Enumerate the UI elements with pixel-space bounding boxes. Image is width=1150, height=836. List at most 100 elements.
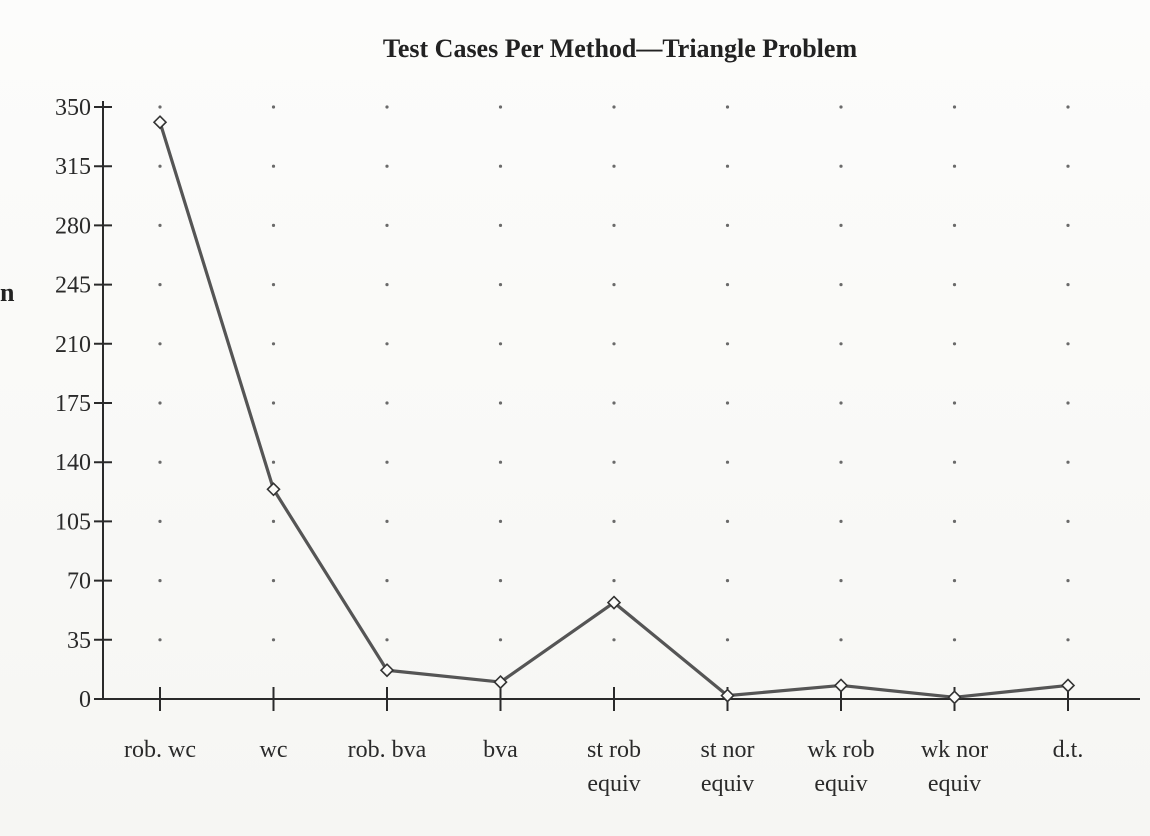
grid-dot bbox=[1066, 223, 1070, 227]
y-tick-label: 350 bbox=[55, 95, 91, 121]
grid-dot bbox=[612, 638, 616, 642]
grid-dot bbox=[725, 638, 730, 642]
grid-dot bbox=[725, 342, 730, 346]
y-tick-label: 315 bbox=[55, 154, 91, 180]
grid-dot bbox=[1066, 164, 1070, 168]
y-tick-label: 0 bbox=[79, 687, 91, 713]
data-point bbox=[606, 595, 622, 610]
grid-dot bbox=[498, 638, 503, 642]
grid-dot bbox=[385, 460, 389, 464]
grid-dot bbox=[385, 223, 389, 227]
grid-dot bbox=[498, 460, 503, 464]
grid-dot bbox=[271, 579, 276, 583]
grid-dot bbox=[612, 401, 616, 405]
grid-dot bbox=[1066, 401, 1070, 405]
grid-dot bbox=[612, 164, 616, 168]
x-tick-label: wk rob bbox=[807, 737, 874, 763]
grid-dot bbox=[725, 283, 730, 287]
cropped-axis-label-fragment: n bbox=[0, 278, 15, 307]
grid-dot bbox=[952, 638, 957, 642]
x-tick-label: d.t. bbox=[1053, 737, 1084, 763]
grid-dot bbox=[1066, 283, 1070, 287]
grid-dot bbox=[271, 164, 276, 168]
data-point bbox=[379, 663, 395, 678]
grid-dot bbox=[952, 105, 957, 109]
grid-dot bbox=[839, 342, 843, 346]
grid-dot bbox=[158, 105, 162, 109]
x-tick-label: equiv bbox=[701, 771, 754, 797]
grid-dot bbox=[1066, 638, 1070, 642]
data-point bbox=[493, 674, 508, 690]
grid-dot bbox=[498, 223, 503, 227]
grid-dot bbox=[952, 342, 957, 346]
grid-dot bbox=[271, 519, 276, 524]
x-tick-label: equiv bbox=[814, 771, 867, 797]
grid-dot bbox=[725, 223, 730, 227]
grid-dot bbox=[271, 283, 276, 287]
grid-dot bbox=[1066, 105, 1070, 109]
y-tick-label: 210 bbox=[55, 332, 91, 358]
grid-dot bbox=[158, 401, 162, 405]
x-tick-label: wk nor bbox=[921, 737, 988, 763]
grid-dot bbox=[385, 105, 389, 109]
grid-dot bbox=[271, 105, 276, 109]
grid-dot bbox=[158, 519, 162, 524]
grid-dot bbox=[1066, 519, 1070, 524]
grid-dot bbox=[612, 223, 616, 227]
grid-dot bbox=[725, 460, 730, 464]
grid-dot bbox=[612, 283, 616, 287]
grid-dot bbox=[725, 519, 730, 524]
grid-dot bbox=[725, 105, 730, 109]
grid-dot bbox=[385, 638, 389, 642]
grid-dot bbox=[498, 401, 503, 405]
grid-dot bbox=[725, 579, 730, 583]
x-tick-label: st nor bbox=[701, 737, 755, 763]
x-tick-label: bva bbox=[483, 737, 518, 763]
grid-dot bbox=[839, 460, 843, 464]
grid-dot bbox=[271, 223, 276, 227]
data-point bbox=[720, 688, 735, 703]
grid-dot bbox=[271, 638, 276, 642]
grid-dot bbox=[952, 164, 957, 168]
grid-dot bbox=[271, 342, 276, 346]
grid-dot bbox=[612, 519, 616, 524]
grid-dot bbox=[612, 105, 616, 109]
grid-dot bbox=[839, 283, 843, 287]
grid-dot bbox=[498, 519, 503, 524]
x-tick-label: rob. bva bbox=[348, 737, 427, 763]
grid-dot bbox=[1066, 579, 1070, 583]
grid-dot bbox=[952, 460, 957, 464]
grid-dot bbox=[1066, 342, 1070, 346]
grid-dot bbox=[498, 283, 503, 287]
grid-dot bbox=[1066, 460, 1070, 464]
grid-dot bbox=[385, 401, 389, 405]
grid-dot bbox=[385, 519, 389, 524]
grid-dot bbox=[725, 401, 730, 405]
y-tick-label: 35 bbox=[67, 628, 91, 654]
grid-dot bbox=[839, 105, 843, 109]
x-tick-label: equiv bbox=[587, 771, 640, 797]
y-tick-label: 140 bbox=[55, 450, 91, 476]
x-tick-label: equiv bbox=[928, 771, 981, 797]
grid-dot bbox=[271, 460, 276, 464]
grid-dot bbox=[158, 283, 162, 287]
grid-dot bbox=[158, 460, 162, 464]
grid-dot bbox=[612, 579, 616, 583]
y-tick-label: 245 bbox=[55, 273, 91, 299]
x-tick-label: wc bbox=[260, 737, 288, 763]
grid-dot bbox=[952, 401, 957, 405]
y-tick-label: 280 bbox=[55, 213, 91, 239]
x-tick-label: st rob bbox=[587, 737, 641, 763]
grid-dot bbox=[158, 579, 162, 583]
y-tick-label: 175 bbox=[55, 391, 91, 417]
grid-dot bbox=[952, 223, 957, 227]
grid-dot bbox=[952, 579, 957, 583]
data-point bbox=[266, 482, 281, 497]
grid-dot bbox=[158, 638, 162, 642]
grid-dot bbox=[952, 519, 957, 524]
grid-dot bbox=[612, 342, 616, 346]
grid-dot bbox=[725, 164, 730, 168]
chart-title: Test Cases Per Method—Triangle Problem bbox=[382, 34, 858, 63]
